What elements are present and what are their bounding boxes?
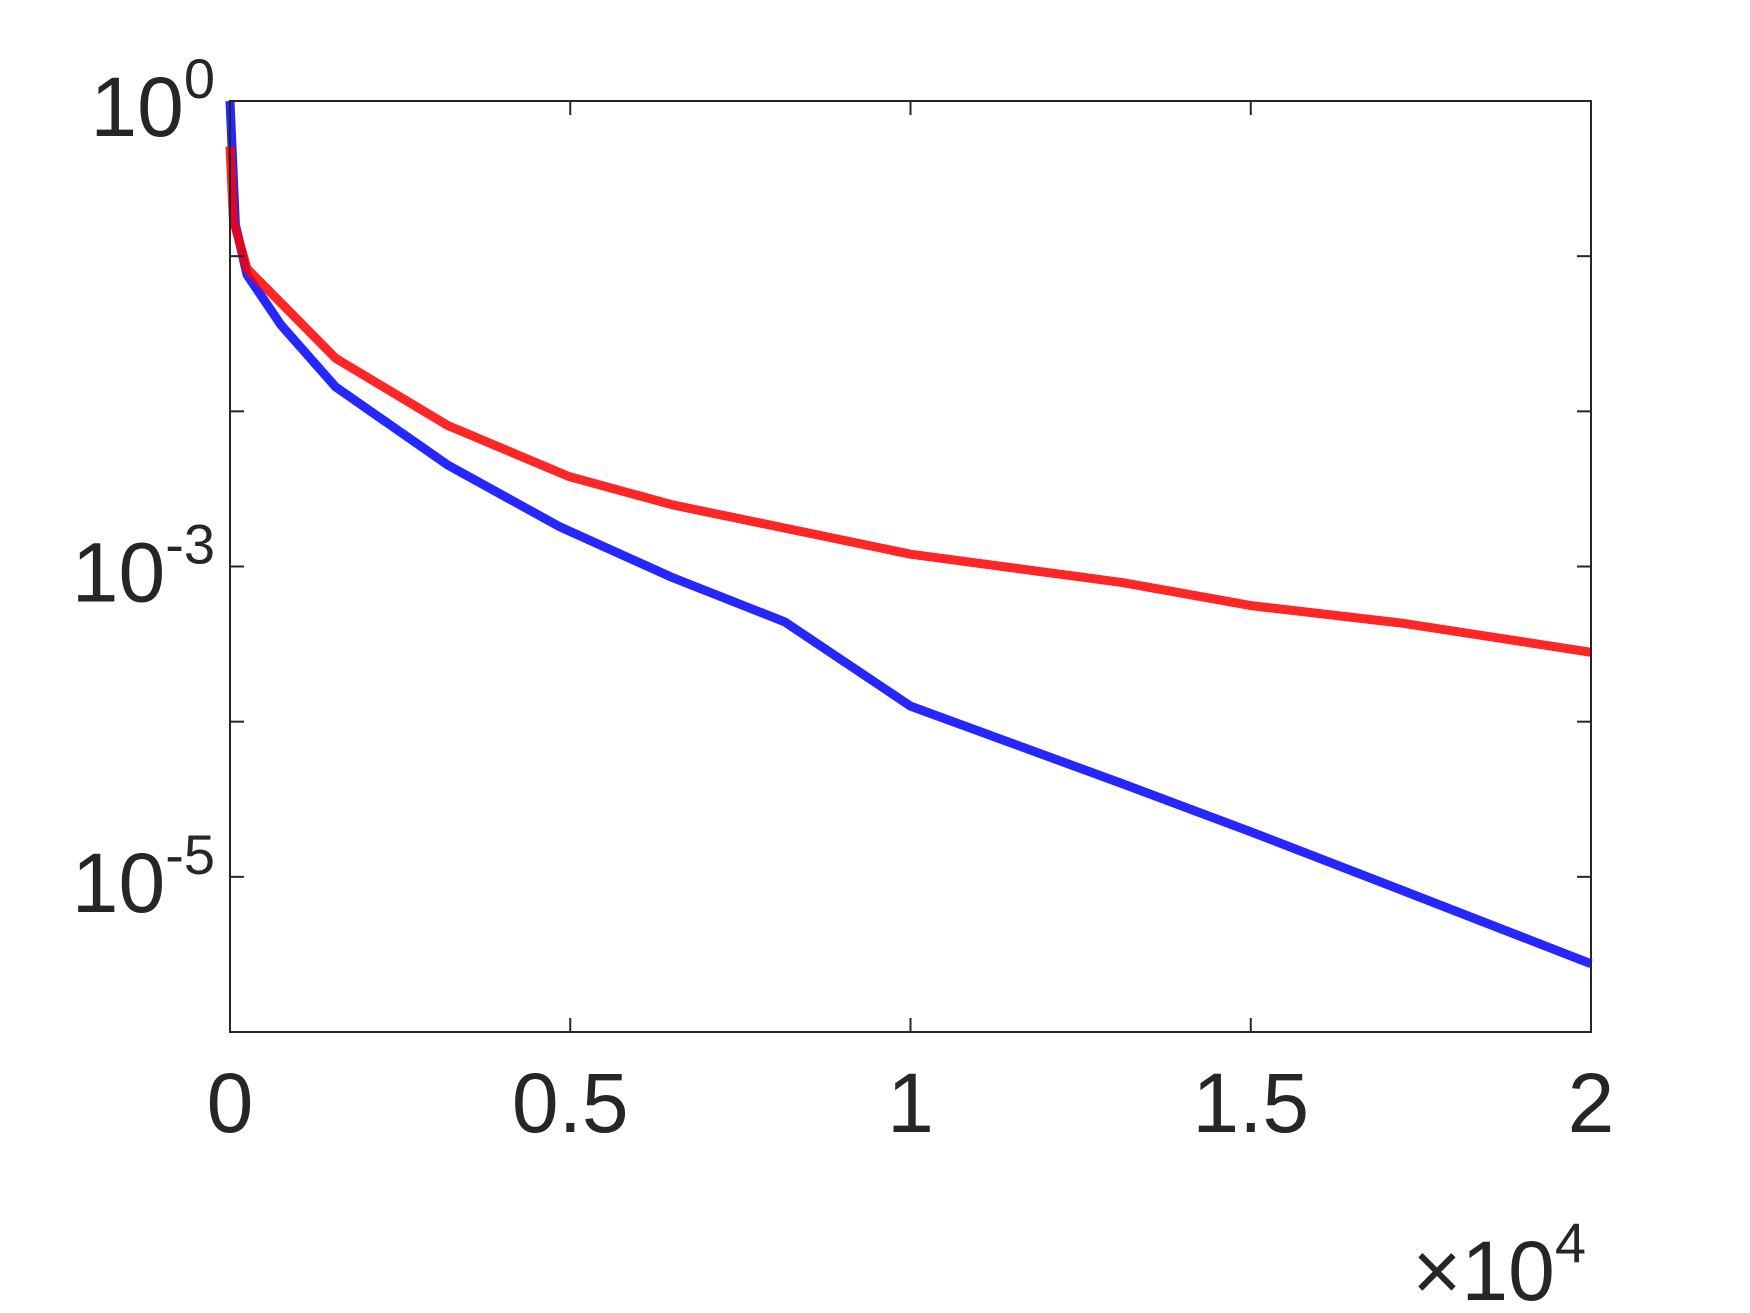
x-tick-label: 1.5	[1192, 1056, 1309, 1150]
y-tick-label: 100	[90, 47, 215, 154]
x-multiplier-exponent: 4	[1555, 1211, 1586, 1274]
x-multiplier: ×104	[1412, 1211, 1586, 1313]
data-line	[225, 100, 1593, 968]
y-tick-label: 10-5	[72, 823, 215, 930]
plot-frame	[229, 100, 1592, 1033]
y-tick-base: 10	[90, 60, 183, 154]
x-tick-label: 1	[887, 1056, 934, 1150]
x-tick-label: 0.5	[512, 1056, 629, 1150]
y-tick-exponent: -3	[165, 513, 215, 576]
y-tick-base: 10	[72, 526, 165, 620]
x-tick-label: 0	[207, 1056, 254, 1150]
data-line	[225, 146, 1592, 657]
x-tick-label: 2	[1568, 1056, 1615, 1150]
y-tick-exponent: 0	[184, 47, 215, 110]
y-tick-base: 10	[72, 836, 165, 930]
y-tick-label: 10-3	[72, 513, 215, 620]
x-multiplier-base: ×10	[1412, 1224, 1555, 1313]
y-tick-exponent: -5	[165, 823, 215, 886]
